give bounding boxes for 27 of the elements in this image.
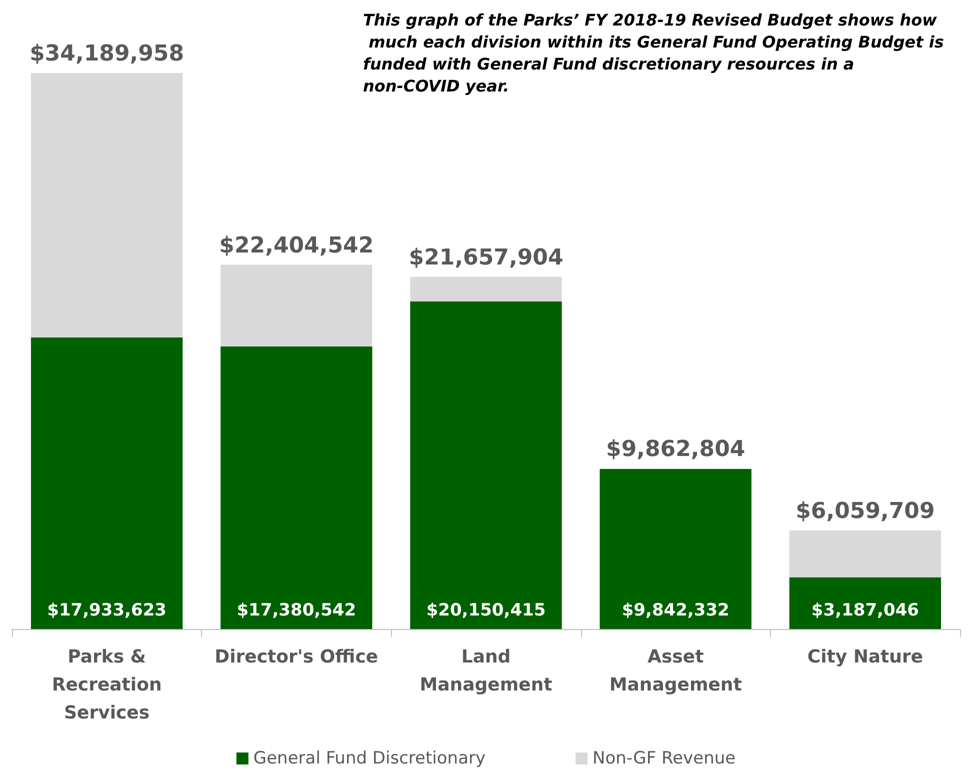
- bar: [600, 468, 752, 629]
- total-label: $22,404,542: [219, 233, 374, 258]
- legend-label: General Fund Discretionary: [253, 748, 486, 768]
- bar: [789, 577, 942, 629]
- total-label: $21,657,904: [408, 245, 564, 270]
- data-label: $9,842,332: [622, 600, 730, 620]
- total-label: $6,059,709: [796, 498, 935, 524]
- x-tick-label: City Nature: [807, 646, 924, 668]
- bar: [220, 264, 372, 346]
- total-label: $9,862,804: [606, 437, 746, 462]
- legend-label: Non-GF Revenue: [592, 748, 736, 768]
- bar: [410, 276, 562, 302]
- data-label: $17,380,542: [236, 600, 356, 620]
- bar: [30, 73, 183, 338]
- data-label: $17,933,623: [47, 600, 166, 620]
- bar: [410, 301, 562, 629]
- bar: [220, 346, 372, 629]
- x-tick-label: Director's Office: [214, 646, 378, 668]
- bar: [789, 530, 942, 578]
- chart-title: This graph of the Parks’ FY 2018-19 Revised Budget shows how much each division within its General Fund Operating Budget is funded with General Fund discretionary resources in a non-COVID year.: [363, 10, 950, 96]
- x-tick-label: Asset Management: [609, 646, 742, 696]
- data-label: $20,150,415: [426, 600, 546, 620]
- total-label: $34,189,958: [30, 42, 184, 67]
- bar: [30, 337, 183, 629]
- x-tick-label: Land Management: [420, 646, 553, 696]
- x-tick-label: Parks & Recreation Services: [52, 646, 162, 724]
- data-label: $3,187,046: [811, 600, 919, 620]
